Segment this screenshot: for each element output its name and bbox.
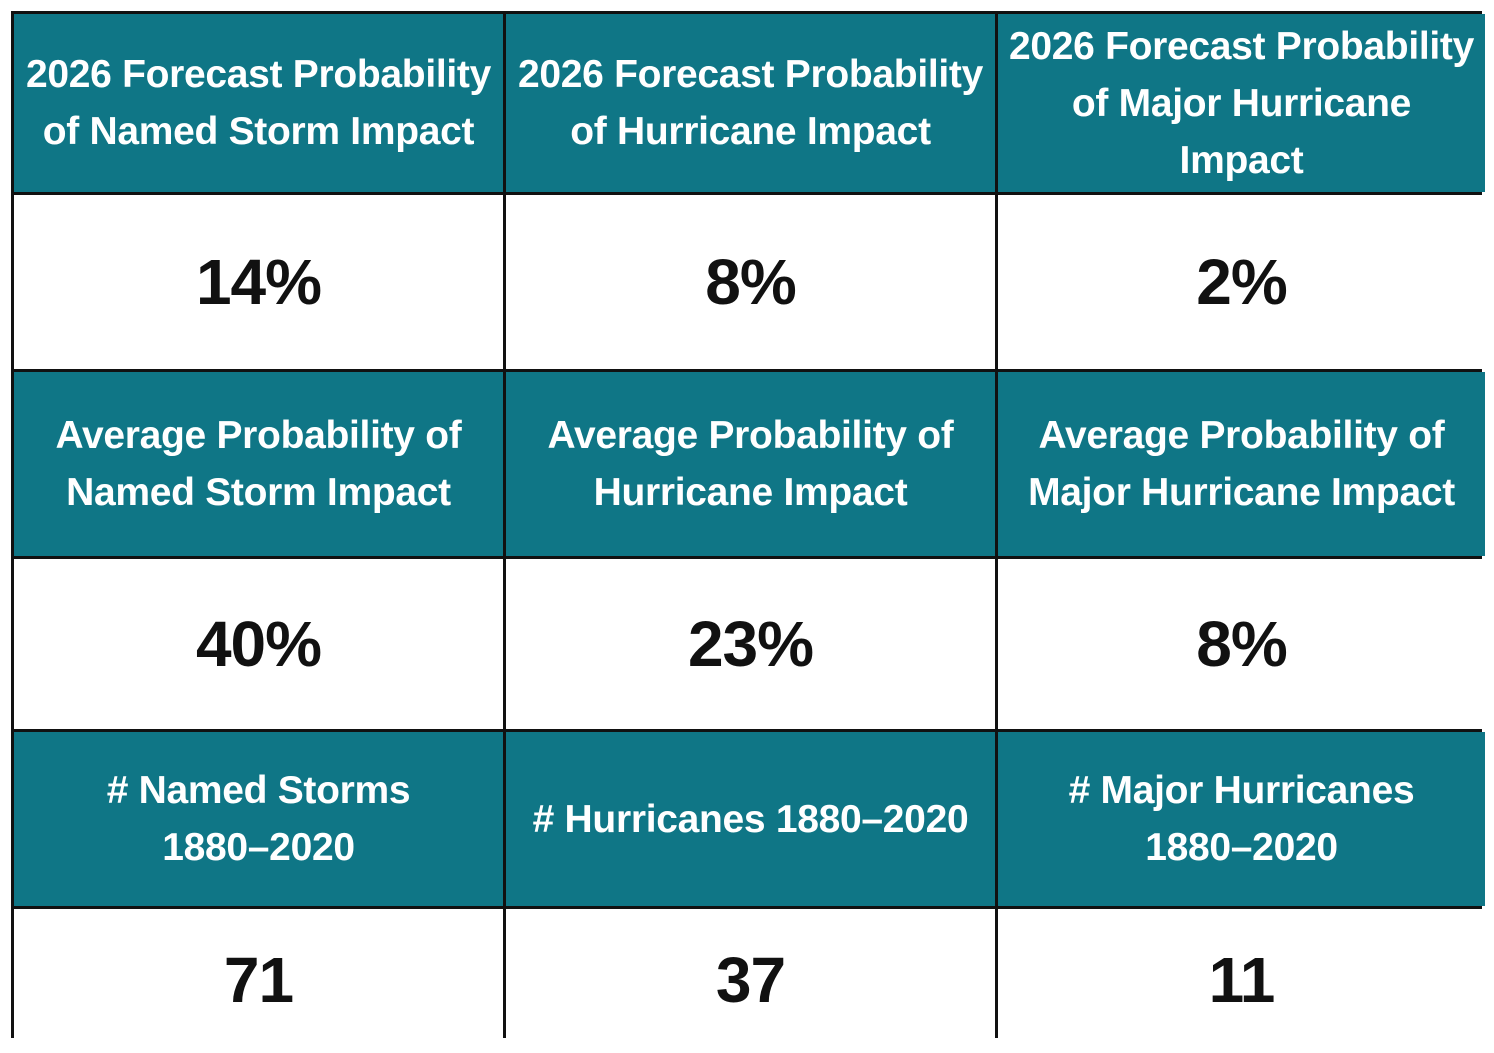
- header-count-major-hurricanes-label: # Major Hurricanes 1880–2020: [1068, 769, 1415, 869]
- header-count-hurricanes-label: # Hurricanes 1880–2020: [532, 797, 969, 841]
- header-average-hurricane: Average Probability of Hurricane Impact: [506, 372, 995, 556]
- header-average-named-storm: Average Probability of Named Storm Impac…: [14, 372, 503, 556]
- value-average-hurricane: 23%: [506, 559, 995, 729]
- value-count-named-storms: 71: [14, 909, 503, 1050]
- header-forecast-hurricane: 2026 Forecast Probability of Hurricane I…: [506, 14, 995, 192]
- header-forecast-named-storm-label: 2026 Forecast Probability of Named Storm…: [25, 53, 492, 153]
- header-count-major-hurricanes: # Major Hurricanes 1880–2020: [998, 732, 1485, 906]
- header-forecast-hurricane-label: 2026 Forecast Probability of Hurricane I…: [517, 53, 984, 153]
- value-forecast-hurricane: 8%: [506, 195, 995, 369]
- value-forecast-major-hurricane: 2%: [998, 195, 1485, 369]
- hurricane-probability-table: 2026 Forecast Probability of Named Storm…: [11, 11, 1485, 1050]
- value-average-named-storm: 40%: [14, 559, 503, 729]
- header-forecast-major-hurricane-label: 2026 Forecast Probability of Major Hurri…: [1008, 24, 1475, 182]
- header-count-named-storms-label: # Named Storms 1880–2020: [106, 769, 411, 869]
- header-average-hurricane-label: Average Probability of Hurricane Impact: [547, 414, 954, 514]
- value-forecast-named-storm: 14%: [14, 195, 503, 369]
- header-forecast-major-hurricane: 2026 Forecast Probability of Major Hurri…: [998, 14, 1485, 192]
- header-average-major-hurricane: Average Probability of Major Hurricane I…: [998, 372, 1485, 556]
- value-average-major-hurricane: 8%: [998, 559, 1485, 729]
- value-count-major-hurricanes: 11: [998, 909, 1485, 1050]
- header-average-major-hurricane-label: Average Probability of Major Hurricane I…: [1028, 414, 1455, 514]
- value-count-hurricanes: 37: [506, 909, 995, 1050]
- header-average-named-storm-label: Average Probability of Named Storm Impac…: [55, 414, 462, 514]
- header-count-named-storms: # Named Storms 1880–2020: [14, 732, 503, 906]
- header-forecast-named-storm: 2026 Forecast Probability of Named Storm…: [14, 14, 503, 192]
- header-count-hurricanes: # Hurricanes 1880–2020: [506, 732, 995, 906]
